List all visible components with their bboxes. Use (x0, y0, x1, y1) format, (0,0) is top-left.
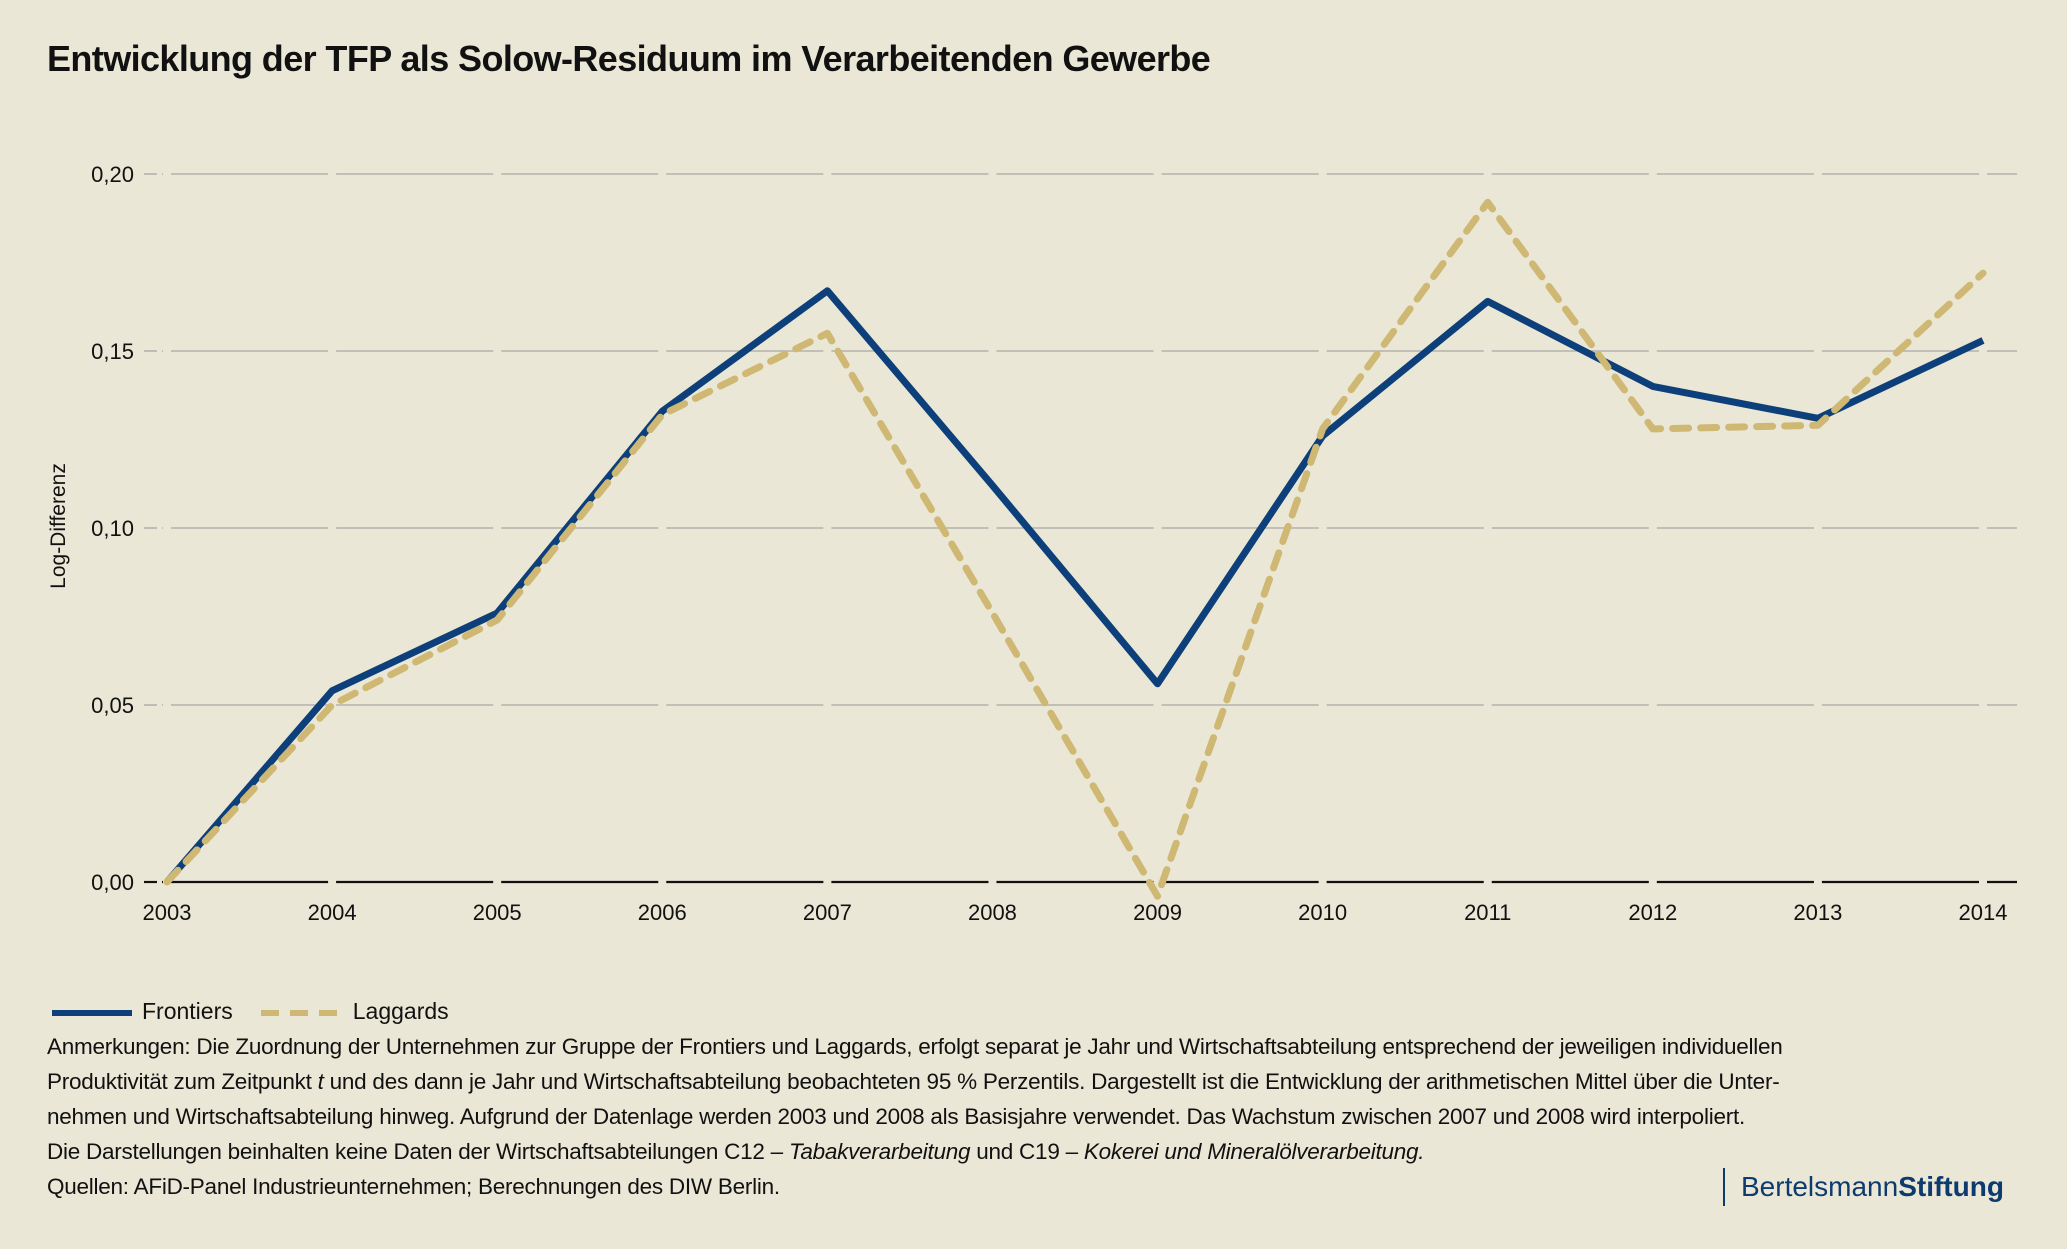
y-axis-label: Log-Differenz (47, 463, 70, 589)
series-line-frontiers (164, 287, 1985, 885)
legend-item-frontiers: Frontiers (50, 998, 233, 1025)
y-tick-label: 0,10 (91, 516, 134, 541)
legend-swatch-solid (52, 1010, 132, 1016)
x-tick-label: 2004 (308, 900, 357, 925)
x-tick-label: 2009 (1133, 900, 1182, 925)
x-tick-label: 2005 (473, 900, 522, 925)
y-tick-label: 0,00 (91, 870, 134, 895)
x-tick-label: 2014 (1959, 900, 2008, 925)
note-line-4: Die Darstellungen beinhalten keine Daten… (47, 1139, 1425, 1164)
logo-text-stiftung: Stiftung (1898, 1171, 2004, 1202)
x-tick-label: 2006 (638, 900, 687, 925)
y-tick-label: 0,20 (91, 162, 134, 187)
note-line-2: Produktivität zum Zeitpunkt t und des da… (47, 1069, 1780, 1094)
x-tick-label: 2010 (1298, 900, 1347, 925)
line-chart: 0,000,050,100,150,20 2003 2004 2005 2006 200… (47, 162, 2017, 925)
logo-text-bertelsmann: Bertelsmann (1741, 1171, 1899, 1202)
legend-label-frontiers: Frontiers (142, 997, 233, 1024)
series-lines (163, 198, 1987, 900)
x-tick-label: 2011 (1464, 900, 1511, 925)
y-tick-label: 0,05 (91, 693, 134, 718)
bertelsmann-stiftung-logo: Bertelsmann Stiftung (1723, 1168, 2004, 1206)
x-tick-label: 2013 (1793, 900, 1842, 925)
legend-swatch-dashed (260, 1010, 343, 1016)
y-axis-ticks: 0,00 0,05 0,10 0,15 0,20 (91, 162, 157, 895)
x-tick-label: 2007 (803, 900, 852, 925)
x-tick-label: 2003 (143, 900, 192, 925)
note-line-1: Anmerkungen: Die Zuordnung der Unternehm… (47, 1034, 1783, 1059)
x-tick-label: 2008 (968, 900, 1017, 925)
legend: Frontiers Laggards (50, 994, 477, 1028)
legend-item-laggards: Laggards (260, 997, 449, 1025)
sources-line: Quellen: AFiD-Panel Industrieunternehmen… (47, 1174, 780, 1199)
x-axis: 2003 2004 2005 2006 2007 2008 2009 2010 2011 2012… (143, 880, 2017, 925)
legend-label-laggards: Laggards (352, 997, 449, 1024)
series-line-laggards (163, 198, 1987, 900)
gridlines (162, 173, 2017, 706)
chart-title: Entwicklung der TFP als Solow-Residuum i… (47, 38, 1211, 79)
note-line-3: nehmen und Wirtschaftsabteilung hinweg. … (47, 1104, 1745, 1129)
notes: Anmerkungen: Die Zuordnung der Unternehm… (47, 1029, 2037, 1204)
y-tick-label: 0,15 (91, 339, 134, 364)
x-tick-label: 2012 (1628, 900, 1677, 925)
